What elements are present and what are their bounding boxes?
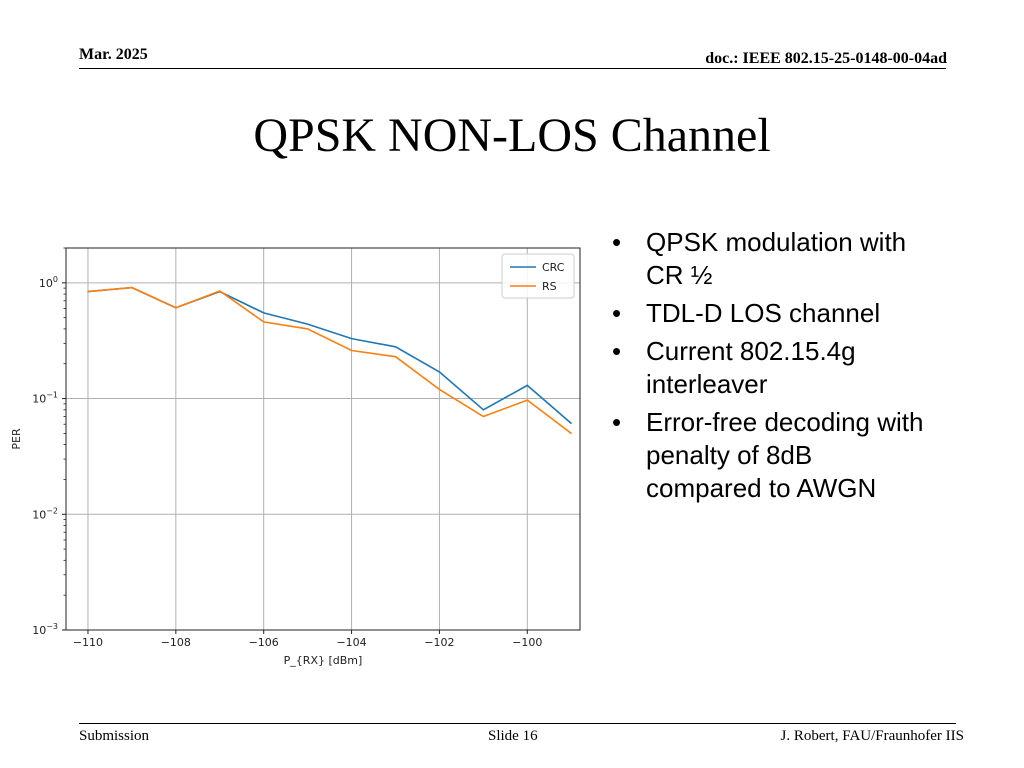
x-tick-label: −108 (161, 636, 191, 649)
data-point-rs (131, 286, 133, 289)
data-point-rs (263, 321, 265, 323)
x-tick-label: −102 (424, 636, 454, 649)
data-point-rs (394, 356, 397, 358)
bullet-item: • TDL-D LOS channel (606, 297, 926, 330)
header-doc-id: doc.: IEEE 802.15-25-0148-00-04ad (705, 50, 947, 67)
data-point-crc (526, 384, 528, 386)
bullet-text: Error-free decoding with penalty of 8dB … (646, 407, 924, 503)
bullet-glyph: • (612, 227, 622, 257)
data-point-rs (482, 415, 484, 418)
x-tick-label: −100 (512, 636, 542, 649)
data-point-crc (482, 409, 484, 411)
y-axis-label: PER (10, 428, 23, 450)
bullet-glyph: • (612, 407, 622, 437)
data-point-crc (570, 422, 572, 424)
legend-label-crc: CRC (542, 261, 565, 274)
footer-divider (79, 723, 956, 724)
data-point-crc (263, 312, 265, 314)
bullet-glyph: • (612, 298, 622, 328)
x-tick-label: −104 (336, 636, 366, 649)
header-divider (79, 68, 946, 69)
x-tick-label: −106 (249, 636, 279, 649)
data-point-rs (438, 388, 441, 390)
data-point-crc (394, 346, 397, 348)
bullet-item: • Current 802.15.4g interleaver (606, 335, 926, 401)
legend-label-rs: RS (542, 280, 557, 293)
legend-box (501, 253, 575, 299)
x-axis-label: P_{RX} [dBm] (284, 654, 363, 667)
plot-frame (65, 247, 581, 631)
data-point-rs (570, 432, 572, 434)
bullet-text: TDL-D LOS channel (646, 298, 881, 328)
bullet-item: • QPSK modulation with CR ½ (606, 226, 926, 292)
series-line-crc (87, 286, 572, 425)
bullet-text: Current 802.15.4g interleaver (646, 336, 856, 399)
data-point-crc (350, 337, 353, 340)
data-point-rs (219, 290, 221, 292)
data-point-rs (307, 328, 309, 330)
data-point-rs (350, 349, 353, 352)
y-tick-label: 10−1 (32, 391, 58, 406)
footer-submission: Submission (79, 728, 150, 744)
data-point-crc (307, 323, 309, 325)
data-point-rs (87, 290, 89, 293)
bullet-glyph: • (612, 336, 622, 366)
per-chart: −110 −108 −106 −104 −102 −100 100 10−1 10−2 10−3 P… (10, 247, 581, 667)
y-tick-label: 10−2 (32, 506, 58, 521)
data-point-crc (438, 371, 441, 373)
data-point-rs (526, 399, 528, 401)
x-tick-label: −110 (73, 636, 103, 649)
bullet-item: • Error-free decoding with penalty of 8dB… (606, 406, 926, 505)
series-line-rs (87, 286, 572, 435)
bullet-text: QPSK modulation with CR ½ (646, 227, 907, 290)
slide-title: QPSK NON-LOS Channel (253, 109, 771, 162)
data-point-rs (175, 307, 177, 309)
y-tick-label: 100 (39, 275, 58, 290)
footer-author: J. Robert, FAU/Fraunhofer IIS (780, 728, 964, 744)
header-date: Mar. 2025 (79, 46, 148, 63)
footer-slide-number: Slide 16 (488, 728, 538, 744)
y-tick-label: 10−3 (32, 622, 58, 637)
bullet-list: • QPSK modulation with CR ½ • TDL-D LOS ch… (606, 226, 926, 510)
